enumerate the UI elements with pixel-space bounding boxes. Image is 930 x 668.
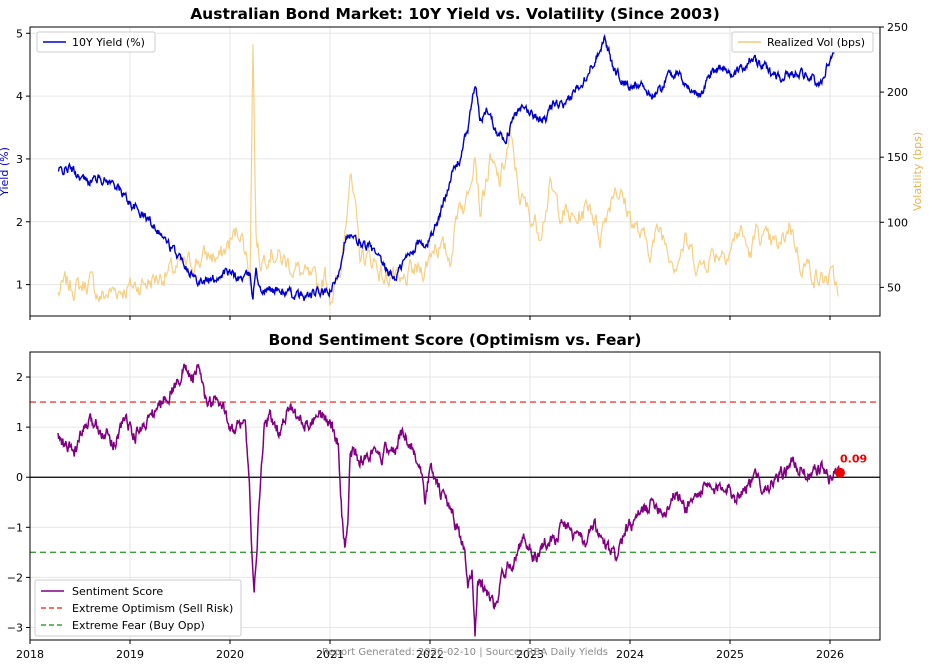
footer-text: Report Generated: 2026-02-10 | Source: R…	[322, 647, 608, 658]
y-tick-label-right: 100	[887, 216, 908, 229]
series-realized-vol	[57, 44, 839, 306]
x-axis-bottom: 2018 2019 2020 2021 2022 2023 2024 2025 2026	[16, 640, 844, 661]
legend-label-sentiment: Sentiment Score	[72, 585, 163, 598]
y-tick-label-right: 150	[887, 151, 908, 164]
legend-sentiment: Sentiment Score Extreme Optimism (Sell R…	[34, 579, 242, 637]
y-tick-label: −1	[7, 521, 23, 534]
x-tick-label: 2021	[316, 648, 344, 661]
y-axis-left: 1 2 3 4 5	[16, 27, 30, 292]
grid-top	[29, 27, 880, 316]
x-tick-label: 2018	[16, 648, 44, 661]
y-axis-right: 50 100 150 200 250	[880, 21, 908, 294]
chart-title-top: Australian Bond Market: 10Y Yield vs. Vo…	[190, 5, 720, 23]
y-tick-label-left: 3	[16, 153, 23, 166]
last-value-label: 0.09	[840, 453, 867, 466]
reference-lines	[30, 401, 880, 554]
x-tick-label: 2022	[416, 648, 444, 661]
y-tick-label-right: 250	[887, 21, 908, 34]
x-tick-label: 2026	[816, 648, 844, 661]
y-tick-label: 2	[16, 371, 23, 384]
legend-vol: Realized Vol (bps)	[731, 31, 874, 53]
line-10y-yield	[57, 33, 839, 301]
legend-label-vol: Realized Vol (bps)	[767, 36, 865, 49]
y-tick-label: 0	[16, 471, 23, 484]
y-tick-label: −2	[7, 571, 23, 584]
y-axis-label-left: Yield (%)	[0, 147, 11, 197]
y-axis-label-right: Volatility (bps)	[911, 132, 924, 211]
legend-label-yield: 10Y Yield (%)	[72, 36, 145, 49]
x-tick-label: 2020	[216, 648, 244, 661]
line-sentiment-score	[57, 363, 841, 637]
y-tick-label: −3	[7, 621, 23, 634]
y-tick-label-right: 200	[887, 86, 908, 99]
x-tick-label: 2024	[616, 648, 644, 661]
x-tick-label: 2023	[516, 648, 544, 661]
y-tick-label-left: 2	[16, 216, 23, 229]
x-axis-top	[29, 316, 831, 320]
y-tick-label-left: 5	[16, 27, 23, 40]
chart-title-bottom: Bond Sentiment Score (Optimism vs. Fear)	[268, 331, 641, 349]
y-tick-label: 1	[16, 421, 23, 434]
last-value-annotation: 0.09	[835, 453, 867, 478]
legend-label-fear: Extreme Fear (Buy Opp)	[72, 619, 205, 632]
y-tick-label-right: 50	[887, 281, 901, 294]
series-sentiment	[57, 363, 841, 637]
legend-label-optimism: Extreme Optimism (Sell Risk)	[72, 602, 233, 615]
y-tick-label-left: 1	[16, 279, 23, 292]
series-10y-yield	[57, 33, 839, 301]
yield-volatility-chart: Australian Bond Market: 10Y Yield vs. Vo…	[0, 5, 924, 320]
x-tick-label: 2019	[116, 648, 144, 661]
sentiment-chart: Bond Sentiment Score (Optimism vs. Fear)…	[7, 331, 881, 661]
legend-yield: 10Y Yield (%)	[36, 31, 156, 53]
plot-frame-top	[29, 26, 881, 317]
plot-frame-bottom	[29, 351, 881, 641]
y-tick-label-left: 4	[16, 90, 23, 103]
line-realized-vol	[57, 44, 839, 306]
y-axis-bottom: −3 −2 −1 0 1 2	[7, 371, 30, 634]
last-value-marker	[835, 467, 845, 478]
x-tick-label: 2025	[716, 648, 744, 661]
